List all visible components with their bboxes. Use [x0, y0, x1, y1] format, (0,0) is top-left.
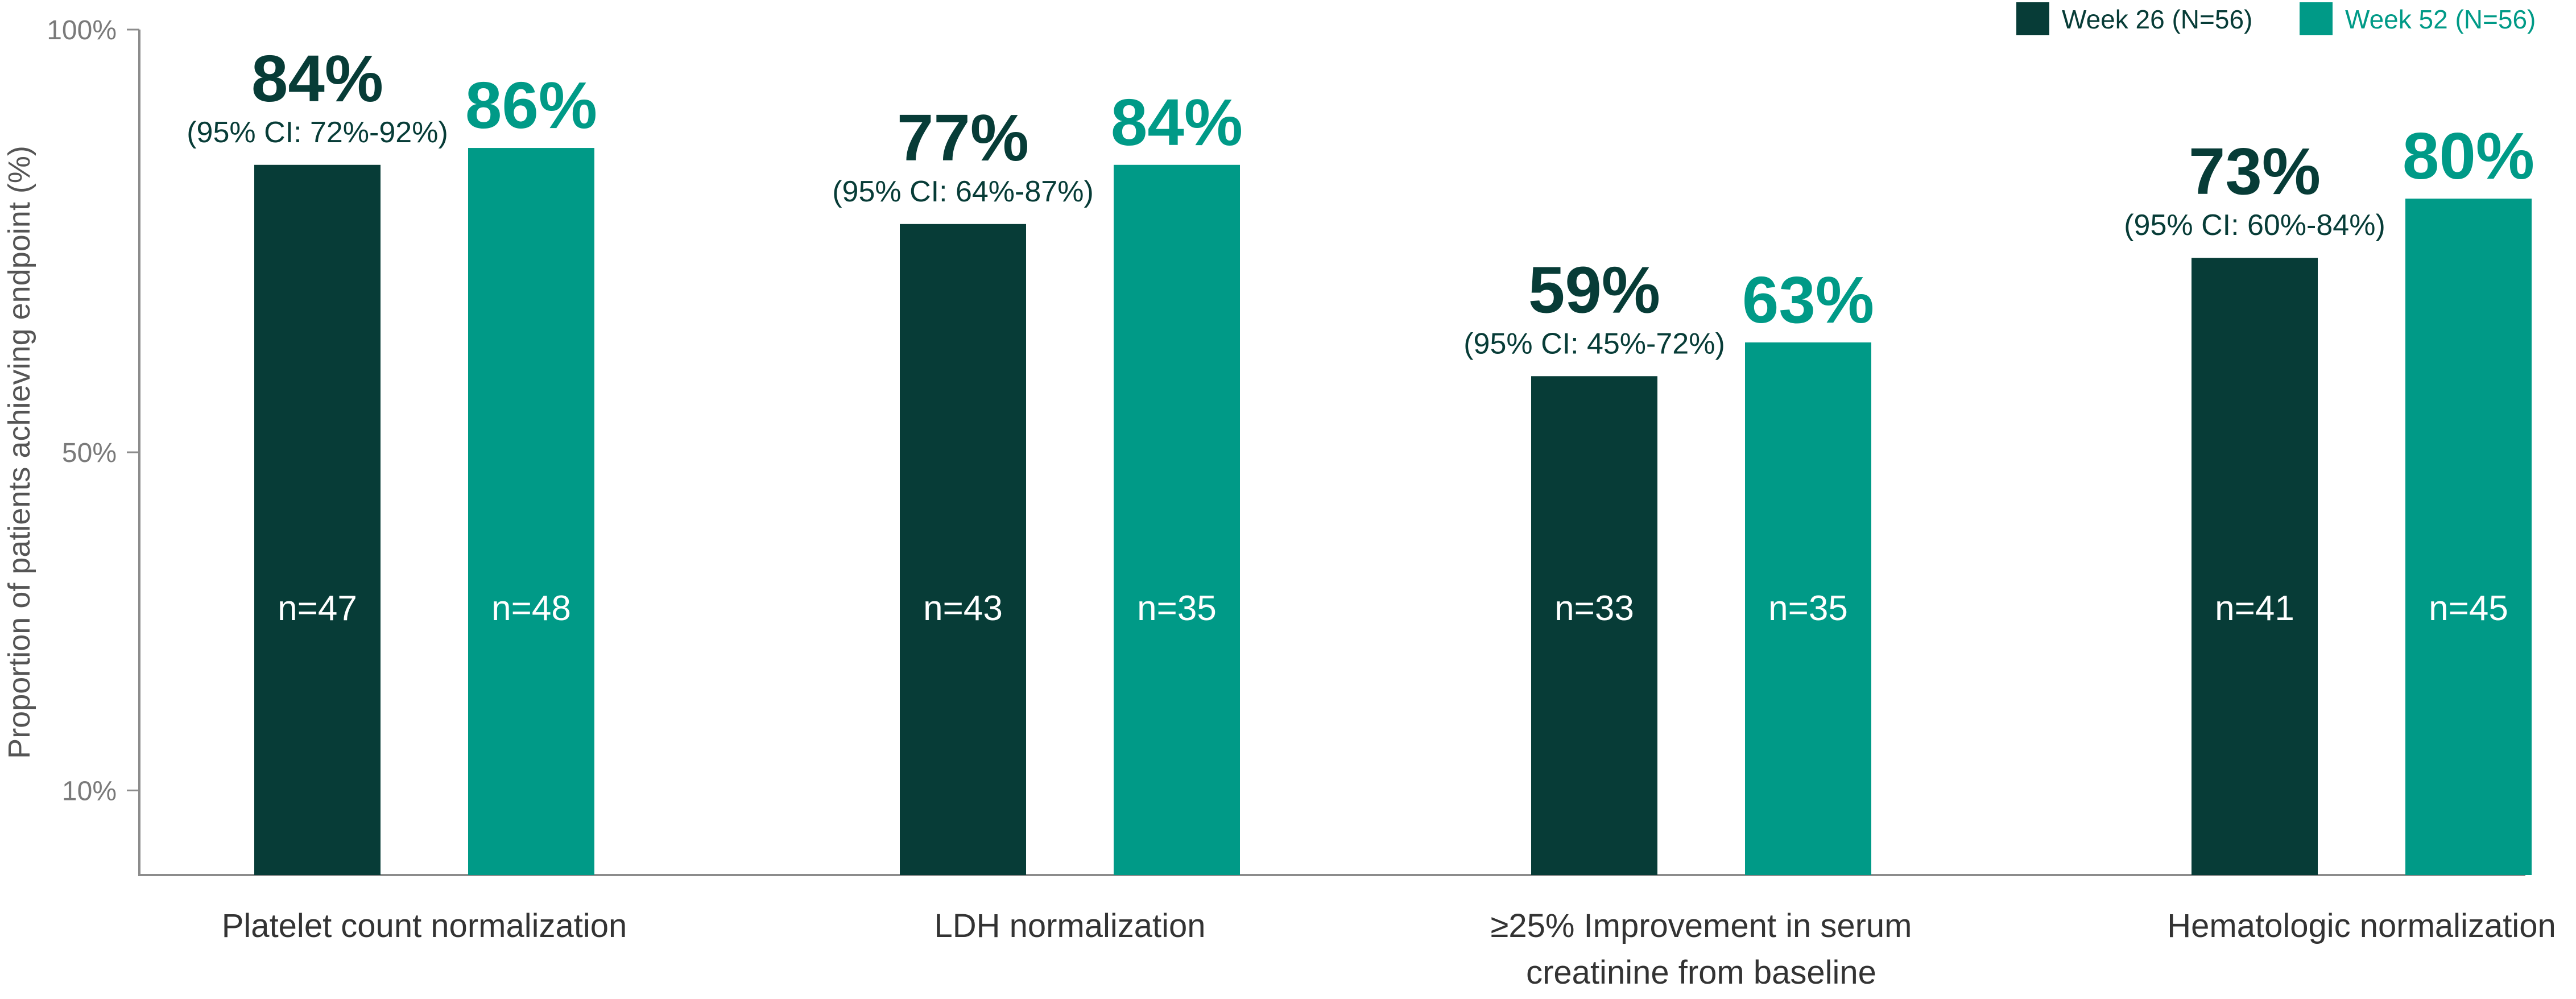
bar: [2405, 199, 2532, 876]
bar: [254, 164, 381, 875]
bar-labels: n=47(95% CI: 72%-92%)84%n=4886%n=43(95% …: [187, 42, 2534, 628]
y-ticks: 10% 50% 100%: [47, 15, 139, 806]
bar-n-label: n=47: [278, 589, 357, 628]
legend: Week 26 (N=56) Week 52 (N=56): [2016, 2, 2536, 35]
bar-value-label: 73%: [2189, 134, 2321, 208]
legend-swatch: [2016, 2, 2049, 35]
category-label: LDH normalization: [934, 907, 1205, 944]
confidence-interval-label: (95% CI: 45%-72%): [1463, 327, 1725, 360]
bar-value-label: 84%: [251, 42, 383, 115]
category-label: Hematologic normalization: [2167, 907, 2556, 944]
category-label-line: creatinine from baseline: [1526, 954, 1876, 991]
bar-value-label: 86%: [465, 68, 597, 142]
bar-n-label: n=35: [1137, 589, 1217, 628]
bar-value-label: 77%: [897, 101, 1029, 175]
bar: [468, 148, 594, 875]
bar-n-label: n=48: [491, 589, 571, 628]
category-label-line: ≥25% Improvement in serum: [1490, 907, 1912, 944]
y-axis-title: Proportion of patients achieving endpoin…: [2, 146, 36, 759]
bar-value-label: 63%: [1742, 263, 1874, 337]
category-label-line: Platelet count normalization: [222, 907, 627, 944]
bar-n-label: n=45: [2429, 589, 2508, 628]
legend-label: Week 26 (N=56): [2062, 5, 2252, 34]
bar-n-label: n=43: [923, 589, 1003, 628]
bar-value-label: 59%: [1528, 253, 1660, 327]
y-tick-label: 100%: [47, 15, 117, 46]
bar-n-label: n=35: [1768, 589, 1848, 628]
y-tick-label: 50%: [62, 438, 117, 468]
bar-n-label: n=33: [1554, 589, 1634, 628]
legend-label: Week 52 (N=56): [2345, 5, 2536, 34]
confidence-interval-label: (95% CI: 60%-84%): [2124, 209, 2385, 242]
bar: [900, 224, 1026, 875]
bar-n-label: n=41: [2215, 589, 2294, 628]
bar-value-label: 84%: [1111, 85, 1243, 159]
bar: [1745, 342, 1871, 875]
y-tick-label: 10%: [62, 776, 117, 806]
confidence-interval-label: (95% CI: 64%-87%): [832, 175, 1094, 208]
confidence-interval-label: (95% CI: 72%-92%): [187, 116, 448, 149]
category-label: ≥25% Improvement in serum creatinine from…: [1490, 907, 1912, 991]
bar-value-label: 80%: [2403, 119, 2534, 193]
bars: [254, 148, 2532, 876]
bar: [1114, 164, 1240, 875]
category-label: Platelet count normalization: [222, 907, 627, 944]
category-label-line: Hematologic normalization: [2167, 907, 2556, 944]
legend-swatch: [2300, 2, 2333, 35]
category-label-line: LDH normalization: [934, 907, 1205, 944]
bar: [2192, 258, 2318, 876]
category-labels: Platelet count normalization LDH normaliz…: [222, 907, 2556, 991]
bar: [1531, 376, 1657, 875]
